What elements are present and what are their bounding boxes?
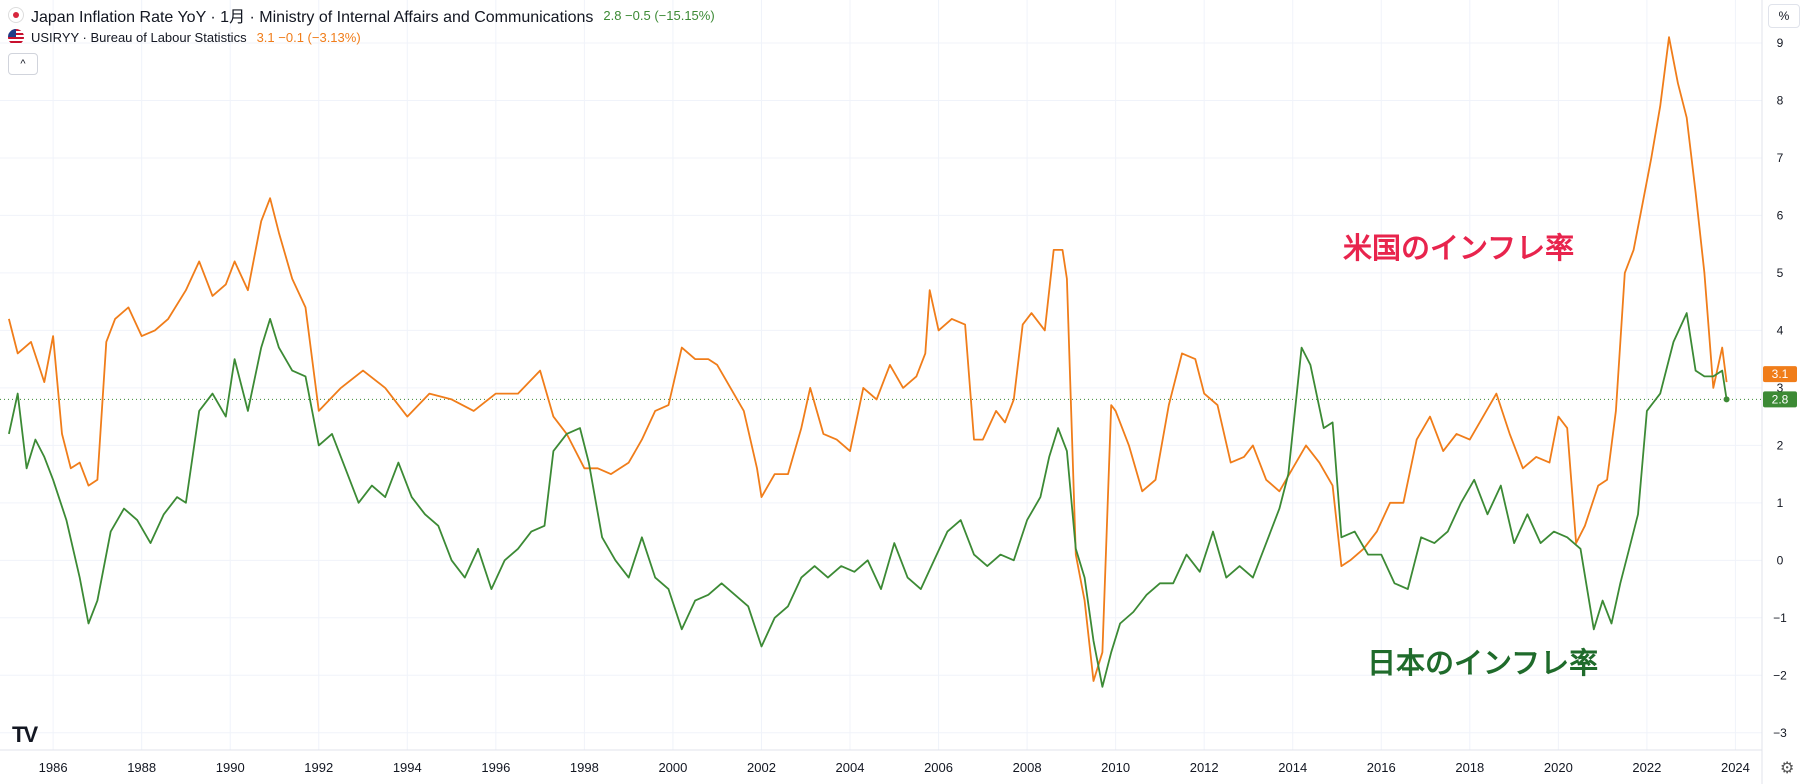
- y-tick-label: 4: [1777, 323, 1784, 337]
- x-tick-label: 1994: [393, 760, 422, 775]
- series-line-japan: [8, 312, 1728, 688]
- x-tick-label: 1992: [304, 760, 333, 775]
- price-label-us: 3.1: [1772, 367, 1789, 381]
- y-tick-label: 1: [1777, 496, 1784, 510]
- x-tick-label: 2018: [1455, 760, 1484, 775]
- axis-unit-button[interactable]: %: [1768, 4, 1800, 28]
- legend-collapse-button[interactable]: ^: [8, 53, 38, 75]
- gear-icon[interactable]: ⚙: [1780, 760, 1795, 777]
- series-lines: [8, 36, 1728, 688]
- price-label-japan-bg: [1763, 391, 1797, 408]
- y-tick-label: 9: [1777, 36, 1784, 50]
- x-tick-label: 2008: [1013, 760, 1042, 775]
- x-tick-label: 2010: [1101, 760, 1130, 775]
- us-flag-icon: [8, 29, 24, 45]
- x-tick-label: 2016: [1367, 760, 1396, 775]
- series-line-us: [8, 36, 1728, 682]
- legend-row-us[interactable]: USIRYY · Bureau of Labour Statistics 3.1…: [8, 26, 715, 48]
- x-tick-label: 2014: [1278, 760, 1307, 775]
- y-tick-label: 0: [1777, 553, 1784, 567]
- legend: Japan Inflation Rate YoY · 1月 · Ministry…: [8, 4, 715, 75]
- legend-title-japan: Japan Inflation Rate YoY · 1月 · Ministry…: [31, 9, 594, 26]
- x-tick-label: 2000: [658, 760, 687, 775]
- x-tick-label: 1990: [216, 760, 245, 775]
- y-tick-label: 7: [1777, 151, 1784, 165]
- y-tick-label: 6: [1777, 208, 1784, 222]
- price-marks: 3.1 2.8: [1723, 366, 1797, 408]
- x-tick-label: 2002: [747, 760, 776, 775]
- y-tick-label: −3: [1773, 726, 1787, 740]
- legend-values-us: 3.1 −0.1 (−3.13%): [256, 29, 361, 45]
- x-tick-label: 2006: [924, 760, 953, 775]
- chevron-up-icon: ^: [20, 58, 26, 70]
- y-tick-label: 3: [1777, 381, 1784, 395]
- x-tick-label: 1986: [39, 760, 68, 775]
- x-tick-label: 2012: [1190, 760, 1219, 775]
- price-label-japan: 2.8: [1772, 392, 1789, 406]
- tradingview-logo: TV: [12, 722, 38, 747]
- x-tick-label: 1996: [481, 760, 510, 775]
- y-tick-label: 8: [1777, 93, 1784, 107]
- y-tick-label: 5: [1777, 266, 1784, 280]
- y-tick-label: 2: [1777, 438, 1784, 452]
- legend-values-japan: 2.8 −0.5 (−15.15%): [603, 7, 715, 23]
- price-label-us-bg: [1763, 366, 1797, 383]
- x-tick-label: 2004: [836, 760, 865, 775]
- annotation-us-inflation: 米国のインフレ率: [1343, 233, 1575, 265]
- x-tick-label: 1988: [127, 760, 156, 775]
- japan-flag-icon: [8, 7, 24, 23]
- annotation-japan-inflation: 日本のインフレ率: [1367, 648, 1599, 680]
- grid-lines: [0, 0, 1762, 750]
- last-point-japan: [1723, 396, 1730, 403]
- legend-row-japan[interactable]: Japan Inflation Rate YoY · 1月 · Ministry…: [8, 4, 715, 26]
- x-tick-label: 2022: [1632, 760, 1661, 775]
- x-tick-label: 2024: [1721, 760, 1750, 775]
- y-tick-label: −2: [1773, 668, 1787, 682]
- x-tick-label: 2020: [1544, 760, 1573, 775]
- legend-title-us: USIRYY · Bureau of Labour Statistics: [31, 29, 247, 45]
- x-tick-label: 1998: [570, 760, 599, 775]
- y-tick-label: −1: [1773, 611, 1787, 625]
